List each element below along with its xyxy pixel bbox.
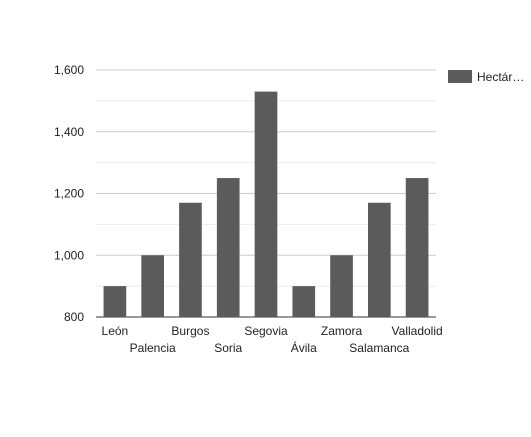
bar[interactable] [330,255,353,317]
x-tick-label: Burgos [171,324,209,338]
legend-label: Hectár… [477,70,524,84]
x-tick-label: Soria [214,341,242,355]
y-tick-label: 800 [64,310,84,324]
bars [103,91,429,317]
bar[interactable] [103,286,127,317]
y-axis-tick-labels: 800 1,000 1,200 1,400 1,600 [54,63,84,324]
x-tick-label: León [102,324,129,338]
bar[interactable] [368,202,391,317]
bar[interactable] [141,255,164,317]
bar[interactable] [179,202,202,317]
y-tick-label: 1,600 [54,63,84,77]
y-tick-label: 1,400 [54,125,84,139]
x-tick-label: Palencia [130,341,176,355]
bar[interactable] [405,178,429,317]
legend-swatch [448,70,472,83]
x-tick-label: Segovia [244,324,288,338]
x-tick-label: Salamanca [349,341,409,355]
bar[interactable] [216,178,240,317]
y-tick-label: 1,000 [54,248,84,262]
x-tick-label: Zamora [321,324,363,338]
bar[interactable] [292,286,316,317]
x-tick-label: Valladolid [392,324,443,338]
bar[interactable] [254,91,278,317]
x-tick-label: Ávila [291,340,317,355]
y-tick-label: 1,200 [54,187,84,201]
legend[interactable]: Hectár… [448,70,524,84]
